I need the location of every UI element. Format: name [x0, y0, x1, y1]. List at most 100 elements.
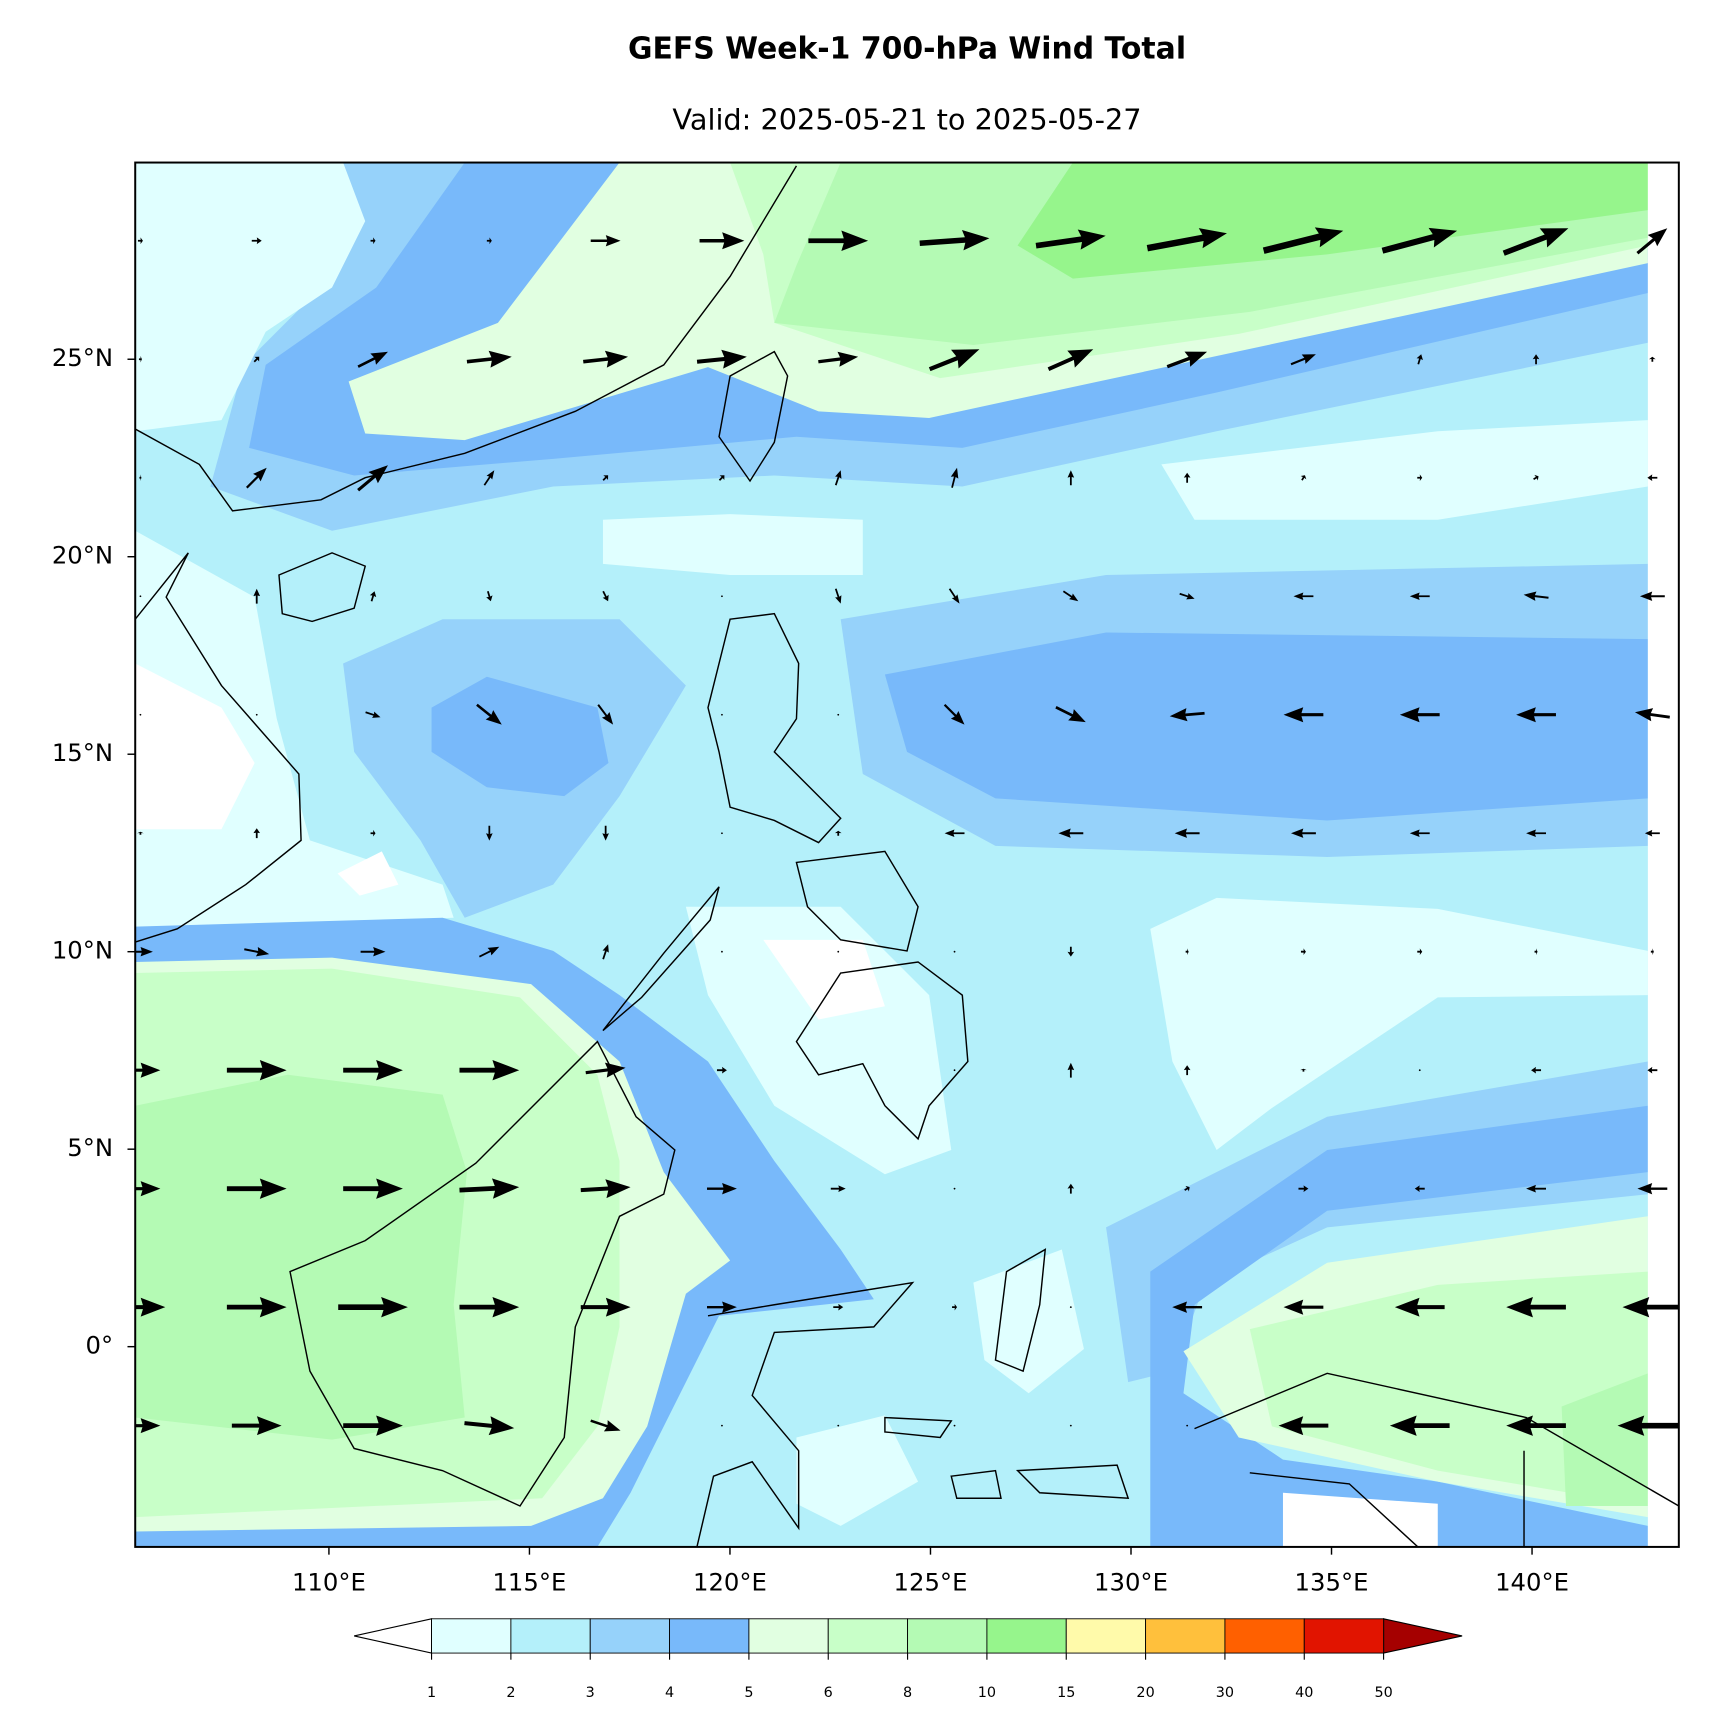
- field-band: [1561, 1373, 1648, 1507]
- wind-vector: [953, 1069, 956, 1072]
- field-band: [431, 676, 609, 797]
- wind-vector: [245, 467, 267, 489]
- wind-vector: [138, 355, 142, 363]
- y-tick-label: 25°N: [52, 343, 113, 372]
- wind-vector: [139, 474, 142, 482]
- wind-vector: [1174, 828, 1200, 838]
- field-band: [796, 1249, 1084, 1526]
- wind-vector: [1650, 948, 1654, 956]
- wind-vector: [1502, 228, 1569, 256]
- wind-vector: [602, 590, 609, 602]
- coastline: [278, 552, 367, 623]
- wind-vector: [1069, 1306, 1072, 1309]
- wind-vector: [486, 237, 492, 245]
- wind-vector: [837, 950, 840, 953]
- wind-vector: [478, 946, 500, 958]
- wind-vector: [1300, 948, 1306, 956]
- wind-vector: [1649, 356, 1656, 362]
- wind-vector: [834, 470, 842, 486]
- wind-vector: [1166, 351, 1208, 369]
- wind-vector: [1416, 354, 1423, 365]
- colorbar-swatch: [1145, 1618, 1226, 1654]
- colorbar-tick-label: 4: [665, 1685, 674, 1701]
- field-edge: [1647, 162, 1679, 1547]
- wind-vector: [231, 1416, 282, 1436]
- coastline: [795, 961, 969, 1141]
- wind-vector: [1637, 1183, 1668, 1195]
- wind-vector: [583, 350, 629, 368]
- wind-vector: [833, 1303, 844, 1311]
- field-band: [135, 663, 399, 896]
- wind-vector: [338, 1296, 408, 1318]
- field-band: [1150, 1105, 1648, 1547]
- wind-vector: [459, 1178, 520, 1199]
- wind-vector: [602, 475, 609, 481]
- wind-vector: [343, 1059, 403, 1081]
- wind-vector: [721, 713, 723, 716]
- wind-vector: [370, 829, 376, 837]
- colorbar-swatch: [589, 1618, 671, 1654]
- colorbar-swatch: [827, 1618, 909, 1654]
- wind-vector: [1414, 1185, 1425, 1192]
- wind-vector: [943, 703, 965, 725]
- wind-vector: [1417, 948, 1423, 956]
- wind-vector: [135, 1418, 161, 1434]
- wind-vector: [253, 356, 260, 363]
- colorbar-swatch: [986, 1618, 1067, 1654]
- wind-vector: [1639, 591, 1665, 601]
- x-tick-label: 125°E: [894, 1567, 968, 1596]
- wind-vector: [580, 1179, 631, 1199]
- colorbar-swatch: [669, 1618, 750, 1654]
- wind-vector: [1300, 1068, 1307, 1072]
- wind-vector: [952, 1303, 958, 1311]
- wind-vector: [343, 1178, 403, 1199]
- wind-vector: [343, 1415, 403, 1436]
- coastline: [884, 1416, 1130, 1500]
- field-band: [602, 514, 863, 575]
- wind-vector: [707, 1183, 737, 1195]
- wind-vector: [1293, 592, 1314, 600]
- wind-vector: [1523, 591, 1549, 601]
- y-tick-label: 20°N: [52, 541, 113, 570]
- wind-vector: [1047, 349, 1094, 371]
- wind-vector: [1184, 1185, 1190, 1192]
- wind-vector: [1058, 828, 1084, 838]
- wind-vector: [953, 950, 956, 953]
- y-tick-label: 10°N: [52, 936, 113, 965]
- wind-vector: [1647, 474, 1658, 482]
- colorbar-swatch: [907, 1618, 988, 1654]
- wind-vector: [1067, 470, 1075, 486]
- coastline: [718, 350, 789, 483]
- wind-vector: [928, 349, 980, 372]
- colorbar-tick-label: 8: [903, 1685, 912, 1701]
- map-frame: [134, 161, 1680, 1548]
- coastline: [795, 850, 919, 952]
- wind-vector: [483, 470, 495, 486]
- wind-vector: [953, 1187, 956, 1190]
- wind-vector: [944, 829, 965, 837]
- wind-vector: [716, 1066, 727, 1074]
- wind-vector: [830, 1185, 846, 1192]
- x-tick-label: 135°E: [1295, 1567, 1369, 1596]
- coastline: [135, 552, 302, 943]
- colorbar-swatch: [1303, 1618, 1385, 1654]
- wind-vector: [1622, 1296, 1679, 1318]
- field-band: [135, 162, 366, 432]
- wind-vector: [1179, 592, 1195, 600]
- wind-vector: [837, 1424, 840, 1427]
- wind-vector: [135, 1181, 161, 1197]
- x-tick-label: 115°E: [492, 1567, 566, 1596]
- wind-vector: [1185, 948, 1189, 956]
- colorbar-swatch: [1224, 1618, 1305, 1654]
- wind-vector: [1262, 227, 1344, 254]
- wind-vector: [718, 475, 725, 481]
- wind-vector: [1636, 228, 1668, 255]
- wind-vector: [369, 591, 377, 602]
- wind-vector: [1532, 354, 1540, 365]
- wind-vector: [1634, 708, 1670, 722]
- field-band: [763, 939, 885, 1020]
- wind-vector: [1644, 829, 1660, 837]
- wind-vector: [139, 595, 142, 598]
